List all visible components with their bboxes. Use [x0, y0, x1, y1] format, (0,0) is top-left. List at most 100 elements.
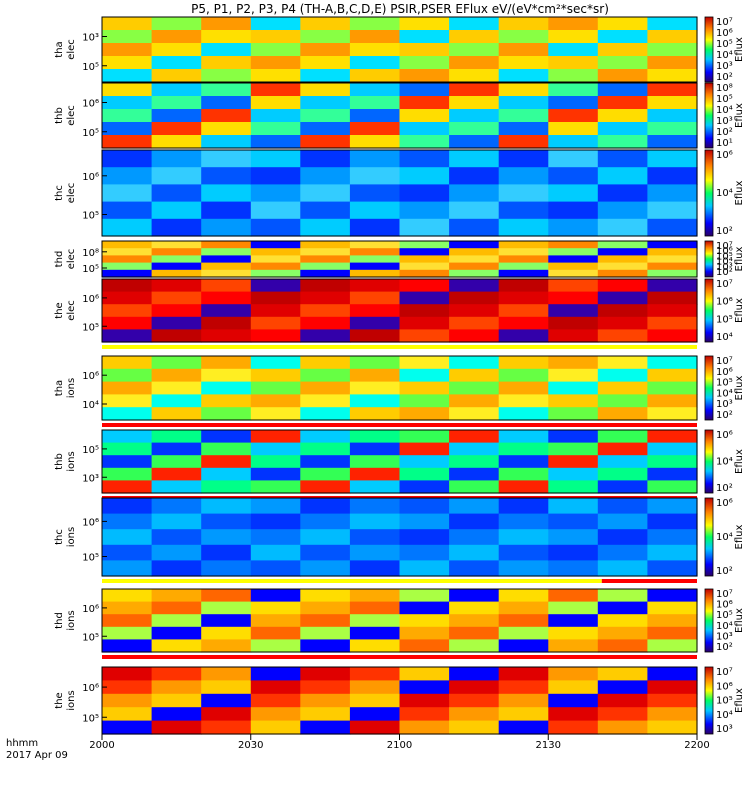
spectrogram-cell	[250, 96, 301, 110]
spectrogram-cell	[151, 467, 202, 481]
spectrogram-cell	[151, 498, 202, 515]
spectrogram-cell	[399, 368, 450, 383]
spectrogram-cell	[151, 69, 202, 83]
spectrogram-cell	[349, 368, 401, 383]
spectrogram-cell	[647, 601, 698, 615]
probe-label: thd	[54, 612, 65, 629]
spectrogram-cell	[399, 279, 450, 293]
spectrogram-cell	[349, 544, 401, 561]
colorbar-label: Eflux	[734, 608, 745, 633]
colorbar-label: Eflux	[734, 688, 745, 713]
spectrogram-cell	[548, 394, 599, 408]
spectrogram-cell	[498, 430, 549, 444]
spectrogram-cell	[300, 109, 351, 123]
spectrogram-cell	[250, 680, 301, 695]
colorbar-tick-label: 10⁵	[716, 94, 733, 105]
spectrogram-cell	[349, 279, 401, 293]
spectrogram-cell	[201, 167, 252, 185]
spectrogram-cell	[449, 17, 500, 31]
y-tick-label: 10⁸	[82, 248, 99, 259]
spectrogram-cell	[250, 368, 301, 383]
spectrogram-cell	[548, 167, 599, 185]
spectrogram-cell	[399, 255, 450, 264]
spectrogram-cell	[597, 248, 648, 256]
spectrogram-cell	[349, 69, 401, 83]
spectrogram-cell	[151, 122, 202, 136]
spectrogram-cell	[498, 480, 549, 494]
spectrogram-cell	[300, 201, 351, 220]
spectrogram-cell	[498, 30, 549, 44]
spectrogram-cell	[250, 407, 301, 421]
colorbar-tick-label: 10⁷	[716, 241, 733, 252]
spectrogram-cell	[102, 241, 153, 249]
colorbar-tick-label: 10²	[716, 410, 733, 421]
spectrogram-cell	[399, 381, 450, 395]
spectrogram-cell	[349, 667, 401, 681]
spectrogram-cell	[449, 150, 500, 168]
spectrogram-cell	[498, 291, 549, 305]
spectrogram-cell	[151, 56, 202, 70]
spectrogram-cell	[250, 589, 301, 603]
spectrogram-cell	[548, 601, 599, 615]
spectrogram-cell	[300, 680, 351, 695]
spectrogram-cell	[548, 329, 599, 343]
colorbar-tick-label: 10²	[716, 72, 733, 83]
spectrogram-cell	[102, 693, 153, 708]
colorbar	[704, 240, 714, 278]
spectrogram-cell	[201, 601, 252, 615]
spectrogram-cell	[449, 167, 500, 185]
colorbar-tick-label: 10⁴	[716, 105, 733, 116]
colorbar-tick-label: 10⁷	[716, 356, 733, 367]
spectrogram-cell	[399, 720, 450, 735]
spectrogram-cell	[250, 316, 301, 330]
spectrogram-cell	[300, 707, 351, 722]
spectrogram-cell	[349, 560, 401, 577]
spectrogram-cell	[498, 69, 549, 83]
colorbar-tick-label: 10⁵	[716, 251, 733, 262]
spectrogram-cell	[300, 262, 351, 271]
spectrogram-cell	[548, 83, 599, 97]
spectrogram-cell	[399, 135, 450, 149]
spectrogram-cell	[102, 135, 153, 149]
spectrogram-cell	[201, 269, 252, 278]
spectrogram-cell	[498, 122, 549, 136]
spectrogram-cell	[300, 218, 351, 237]
colorbar-label: Eflux	[734, 524, 745, 549]
spectrogram-cell	[250, 480, 301, 494]
spectrogram-cell	[597, 69, 648, 83]
spectrogram-cell	[102, 269, 153, 278]
spectrogram-cell	[151, 17, 202, 31]
spectrogram-cell	[349, 304, 401, 318]
spectrogram-cell	[647, 201, 698, 220]
spectrogram-cell	[597, 17, 648, 31]
spectrogram-cell	[449, 513, 500, 530]
colorbar-tick-label: 10³	[716, 262, 733, 273]
spectrogram-cell	[151, 218, 202, 237]
spectrogram-cell	[647, 407, 698, 421]
spectrogram-cell	[151, 135, 202, 149]
species-label: ions	[66, 378, 77, 398]
spectrogram-cell	[647, 498, 698, 515]
spectrogram-cell	[250, 30, 301, 44]
spectrogram-cell	[201, 122, 252, 136]
spectrogram-cell	[201, 368, 252, 383]
spectrogram-cell	[498, 218, 549, 237]
spectrogram-cell	[647, 329, 698, 343]
spectrogram-cell	[647, 381, 698, 395]
spectrogram-cell	[151, 529, 202, 546]
y-tick-label: 10⁶	[82, 371, 99, 382]
colorbar-tick-label: 10⁶	[716, 498, 733, 509]
spectrogram-cell	[250, 269, 301, 278]
panel-frame	[101, 429, 698, 494]
probe-label: thc	[54, 529, 65, 545]
spectrogram-cell	[300, 529, 351, 546]
spectrogram-cell	[102, 248, 153, 256]
date-label: 2017 Apr 09	[6, 750, 68, 761]
spectrogram-cell	[102, 680, 153, 695]
x-tick-label: 2030	[238, 740, 263, 751]
spectrogram-cell	[250, 356, 301, 370]
spectrogram-cell	[201, 544, 252, 561]
spectrogram-cell	[498, 394, 549, 408]
spectrogram-cell	[399, 262, 450, 271]
